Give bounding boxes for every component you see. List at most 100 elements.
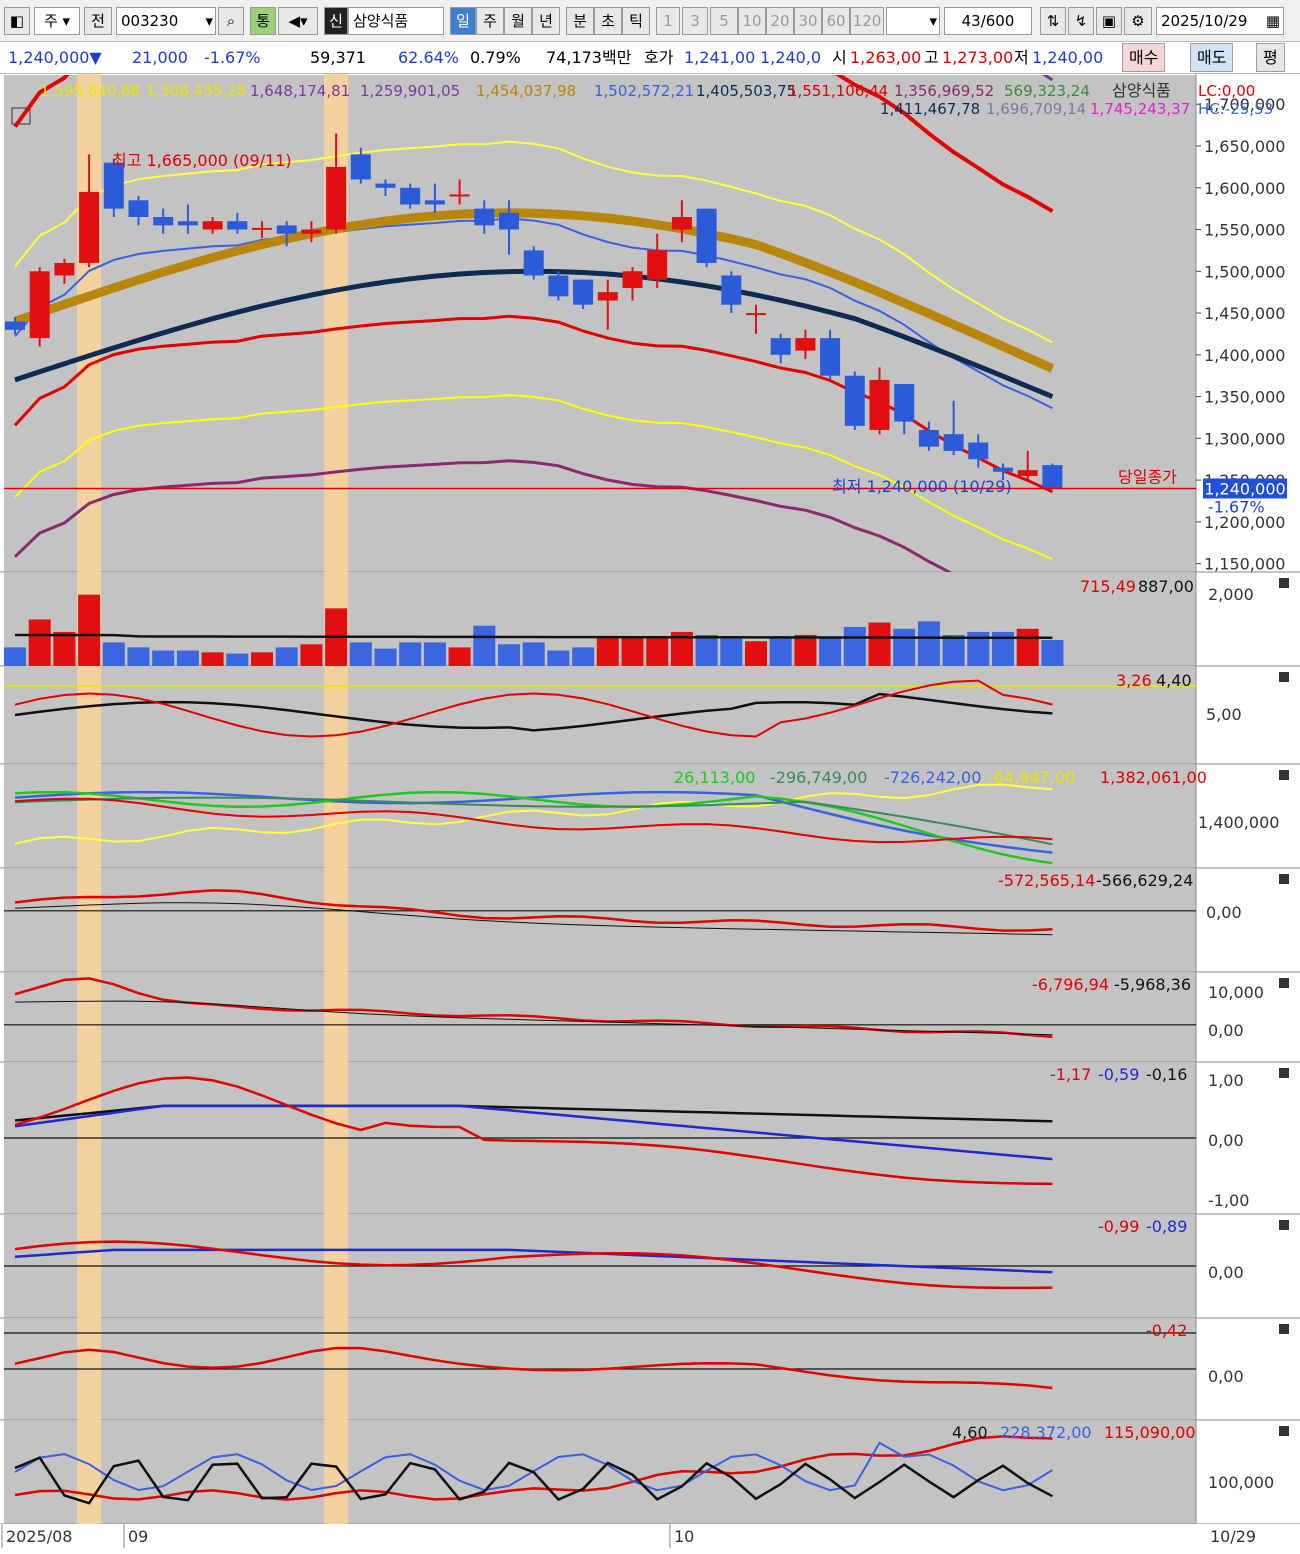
compare-icon[interactable]: ⇅ bbox=[1040, 7, 1066, 35]
ind2-blue-line bbox=[14, 790, 1053, 854]
ind2-legend-2: -726,242,00 bbox=[884, 768, 981, 787]
ind1-black-line bbox=[14, 692, 1053, 732]
search-icon[interactable]: ⌕ bbox=[218, 7, 244, 35]
ind2-legend-1: -296,749,00 bbox=[770, 768, 867, 787]
candle-body bbox=[400, 187, 421, 205]
candle-body bbox=[795, 338, 816, 351]
prev-button[interactable]: 전 bbox=[84, 7, 112, 35]
date-field[interactable]: 2025/10/29 ▦ bbox=[1156, 7, 1284, 35]
ind5-legend-a: -1,17 bbox=[1050, 1065, 1091, 1084]
price-change: 21,000 bbox=[132, 48, 188, 67]
gear-icon[interactable]: ⚙ bbox=[1124, 7, 1152, 35]
panel-2-plot bbox=[4, 666, 1196, 764]
interval-20[interactable]: 20 bbox=[766, 7, 794, 35]
ind6-legend-a: -0,99 bbox=[1098, 1217, 1139, 1236]
volume-bar bbox=[720, 638, 743, 666]
volume-bar bbox=[646, 638, 669, 666]
ind5-legend-b: -0,59 bbox=[1098, 1065, 1139, 1084]
period-year[interactable]: 년 bbox=[532, 7, 560, 35]
volume-bar bbox=[473, 625, 496, 666]
candle-body bbox=[993, 467, 1013, 472]
interval-10[interactable]: 10 bbox=[738, 7, 766, 35]
trend-icon[interactable]: ↯ bbox=[1068, 7, 1094, 35]
volume-bar bbox=[251, 652, 273, 666]
interval-3[interactable]: 3 bbox=[682, 7, 708, 35]
ask-price: 1,241,00 bbox=[684, 48, 756, 67]
volume-axis-label: 2,000 bbox=[1208, 585, 1254, 604]
candle-body bbox=[350, 154, 371, 180]
legend-hc: HC:-25,53 bbox=[1198, 100, 1273, 118]
panel-4-plot bbox=[4, 868, 1196, 972]
tong-button[interactable]: 통 bbox=[250, 7, 276, 35]
buy-button[interactable]: 매수 bbox=[1122, 43, 1166, 72]
candle-body bbox=[573, 279, 594, 305]
sell-button[interactable]: 매도 bbox=[1190, 43, 1234, 72]
price-axis-label: 1,550,000 bbox=[1204, 221, 1285, 240]
turnover-rate: 0.79% bbox=[470, 48, 521, 67]
candle-body bbox=[770, 338, 791, 355]
interval-120[interactable]: 120 bbox=[850, 7, 884, 35]
shin-badge: 신 bbox=[324, 7, 348, 35]
volume-ma-line bbox=[15, 633, 1053, 640]
count-field[interactable]: 43/600 bbox=[944, 7, 1032, 35]
high-note: 최고 1,665,000 (09/11) bbox=[112, 151, 292, 170]
ma-legend-6: 1,405,503,75 bbox=[696, 82, 796, 100]
code-input[interactable]: 003230 ▾ bbox=[116, 7, 216, 35]
candle-body bbox=[721, 275, 742, 305]
period-minute[interactable]: 분 bbox=[566, 7, 594, 35]
candle-body bbox=[622, 271, 643, 288]
price-axis-label: 1,150,000 bbox=[1204, 555, 1285, 574]
volume-bar bbox=[1016, 628, 1039, 666]
candle-body bbox=[869, 379, 890, 430]
period-tick[interactable]: 틱 bbox=[622, 7, 650, 35]
volume-bar bbox=[4, 647, 26, 666]
hoga-label: 호가 bbox=[644, 48, 674, 67]
candle-body bbox=[424, 200, 445, 205]
sound-icon[interactable]: ◀▾ bbox=[278, 7, 318, 35]
period-day[interactable]: 일 bbox=[450, 7, 476, 35]
ind6-legend-b: -0,89 bbox=[1146, 1217, 1187, 1236]
volume-bar bbox=[498, 644, 520, 666]
count-max: /600 bbox=[980, 12, 1015, 30]
candle-body bbox=[523, 250, 544, 276]
chevron-down-icon: ▾ bbox=[929, 12, 937, 30]
legend-row2-a: 1,411,467,78 bbox=[880, 100, 980, 118]
period-second[interactable]: 초 bbox=[594, 7, 622, 35]
ind2-axis-label: 1,400,000 bbox=[1198, 813, 1279, 832]
volume-bar bbox=[275, 647, 298, 666]
legend-row2-b: 1,696,709,14 bbox=[986, 100, 1086, 118]
price-axis-label: 1,450,000 bbox=[1204, 304, 1285, 323]
volume-bar bbox=[769, 638, 792, 666]
interval-5[interactable]: 5 bbox=[710, 7, 738, 35]
volume-value: 59,371 bbox=[310, 48, 366, 67]
candle-body bbox=[1042, 465, 1063, 489]
volume-bar bbox=[1041, 639, 1064, 666]
stock-chart: 1,700,000 1,650,000 1,600,000 1,550,000 1,50… bbox=[0, 74, 1300, 1554]
price-tag-pct: -1.67% bbox=[1208, 497, 1265, 516]
market-select[interactable]: 주 ▾ bbox=[34, 7, 80, 35]
ind1-legend-b: 4,40 bbox=[1156, 671, 1192, 690]
interval-select[interactable]: ▾ bbox=[886, 7, 940, 35]
candle-body bbox=[103, 162, 124, 209]
panel-icon[interactable]: ◧ bbox=[4, 7, 30, 35]
period-month[interactable]: 월 bbox=[504, 7, 532, 35]
interval-30[interactable]: 30 bbox=[794, 7, 822, 35]
period-week[interactable]: 주 bbox=[476, 7, 504, 35]
ind7-axis-label: 0,00 bbox=[1208, 1367, 1244, 1386]
candle-body bbox=[844, 375, 865, 426]
volume-bar bbox=[868, 622, 891, 666]
interval-1[interactable]: 1 bbox=[656, 7, 680, 35]
ind1-axis-label: 5,00 bbox=[1206, 705, 1242, 724]
save-icon[interactable]: ▣ bbox=[1096, 7, 1122, 35]
volume-legend-b: 887,00 bbox=[1138, 577, 1194, 596]
high-label: 고 bbox=[924, 48, 939, 67]
ind8-legend-a: 4,60 bbox=[952, 1423, 988, 1442]
ind8-legend-c: 115,090,00 bbox=[1104, 1423, 1196, 1442]
panel-1-close-icon bbox=[1279, 578, 1289, 588]
ma-legend-7: 1,551,106,44 bbox=[788, 82, 888, 100]
panel-4-close-icon bbox=[1279, 874, 1289, 884]
ind3-legend-a: -572,565,14 bbox=[998, 871, 1095, 890]
stock-name[interactable]: 삼양식품 bbox=[348, 7, 444, 35]
eval-button[interactable]: 평 bbox=[1256, 43, 1285, 72]
interval-60[interactable]: 60 bbox=[822, 7, 850, 35]
